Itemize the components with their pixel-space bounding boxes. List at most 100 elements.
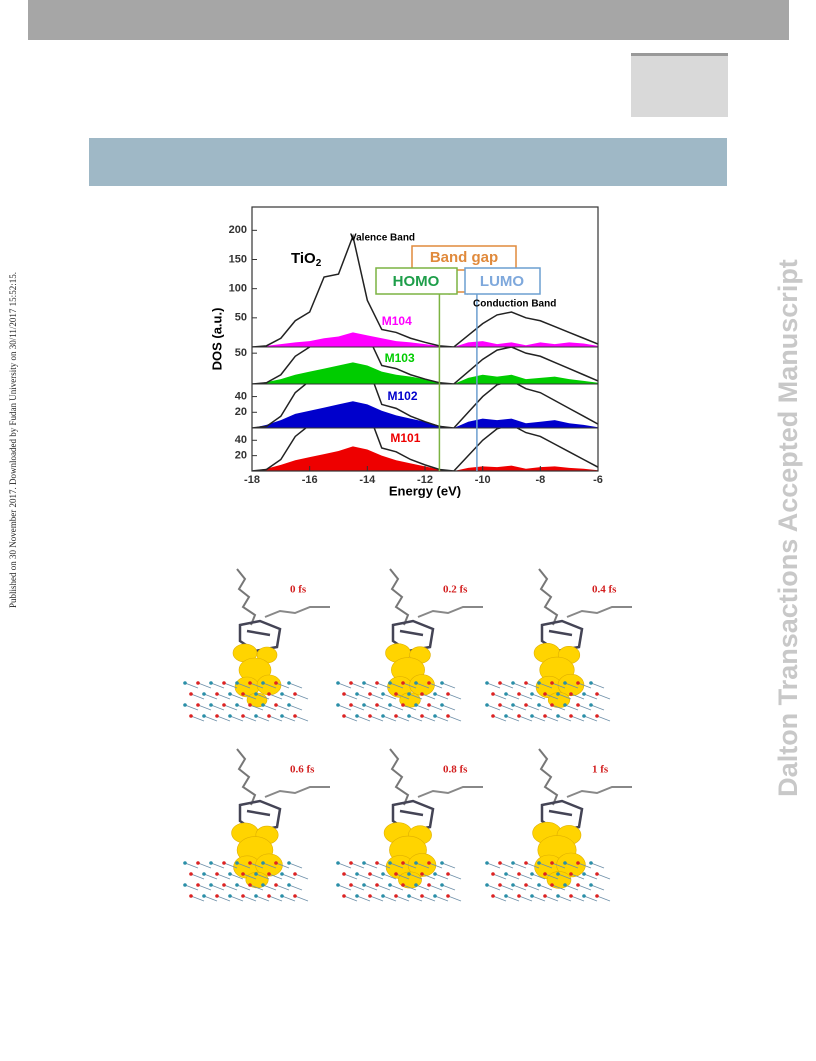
x-tick-label: -6 [593,474,603,486]
lattice-bond [596,715,611,722]
lattice-bond [343,895,358,902]
lattice-atom [228,872,232,876]
lattice-bond [447,715,462,722]
lattice-bond [268,693,283,700]
lattice-atom [491,872,495,876]
x-tick-label: -18 [244,474,260,486]
lattice-bond [294,715,309,722]
lattice-bond [229,873,244,880]
lattice-bond [505,693,520,700]
lattice-atom [407,872,411,876]
lattice-atom [336,883,340,887]
lattice-atom [215,872,219,876]
lattice-bond [210,884,225,891]
lattice-bond [249,884,264,891]
lattice-bond [363,682,378,689]
lattice-atom [381,714,385,718]
lattice-bond [389,884,404,891]
lattice-atom [248,681,252,685]
aryl-arm [264,606,330,618]
x-tick-label: -12 [417,474,433,486]
lattice-bond [262,884,277,891]
lattice-atom [563,703,567,707]
lattice-bond [544,715,559,722]
lattice-bond [203,693,218,700]
lattice-atom [388,883,392,887]
lattice-bond [570,715,585,722]
lattice-atom [375,883,379,887]
lattice-bond [242,873,257,880]
y-tick-label: 50 [235,347,247,359]
lattice-bond [236,862,251,869]
lattice-atom [189,894,193,898]
lattice-bond [492,873,507,880]
lattice-bond [356,693,371,700]
lattice-bond [369,715,384,722]
lattice-atom [517,872,521,876]
lattice-atom [595,872,599,876]
lattice-bond [583,715,598,722]
lattice-bond [428,862,443,869]
side-note: Published on 30 November 2017. Downloade… [8,272,18,608]
lattice-bond [337,682,352,689]
lattice-bond [363,884,378,891]
lattice-bond [294,693,309,700]
ring-core [238,799,282,833]
lattice-bond [544,895,559,902]
lattice-atom [267,692,271,696]
lattice-bond [447,873,462,880]
lattice-atom [222,861,226,865]
lattice-bond [525,682,540,689]
lattice-bond [518,693,533,700]
lattice-atom [209,703,213,707]
lattice-bond [216,895,231,902]
lattice-bond [447,693,462,700]
lattice-bond [486,682,501,689]
lattice-bond [415,704,430,711]
lattice-bond [518,715,533,722]
lattice-bond [288,682,303,689]
lattice-bond [421,895,436,902]
lattice-bond [262,704,277,711]
frame: 0.2 fs [336,568,483,722]
lattice-bond [281,895,296,902]
lattice-atom [241,872,245,876]
lattice-bond [197,884,212,891]
lattice-atom [388,681,392,685]
lattice-atom [202,894,206,898]
lattice-bond [441,862,456,869]
lattice-bond [281,873,296,880]
lattice-atom [420,894,424,898]
lattice-bond [190,873,205,880]
lattice-bond [577,682,592,689]
y-tick-label: 20 [235,406,247,418]
lattice-bond [486,884,501,891]
lattice-bond [570,873,585,880]
lattice-bond [229,895,244,902]
lattice-atom [355,872,359,876]
material-label: TiO2 [291,250,322,269]
lattice-atom [215,894,219,898]
lattice-atom [209,681,213,685]
lattice-bond [203,873,218,880]
lattice-bond [531,895,546,902]
lattice-atom [349,703,353,707]
frame-label: 0 fs [290,584,307,596]
lattice-atom [287,703,291,707]
lattice-atom [196,883,200,887]
lattice-bond [570,693,585,700]
lattice-atom [381,872,385,876]
lattice-bond [223,704,238,711]
lattice-bond [350,704,365,711]
x-tick-label: -10 [475,474,491,486]
lattice-bond [356,895,371,902]
lattice-atom [511,883,515,887]
lattice-bond [577,704,592,711]
lattice-bond [505,715,520,722]
lattice-atom [196,703,200,707]
frame: 0.6 fs [183,748,330,902]
lattice-bond [395,693,410,700]
lattice-atom [420,714,424,718]
lattice-bond [596,693,611,700]
lattice-atom [589,883,593,887]
